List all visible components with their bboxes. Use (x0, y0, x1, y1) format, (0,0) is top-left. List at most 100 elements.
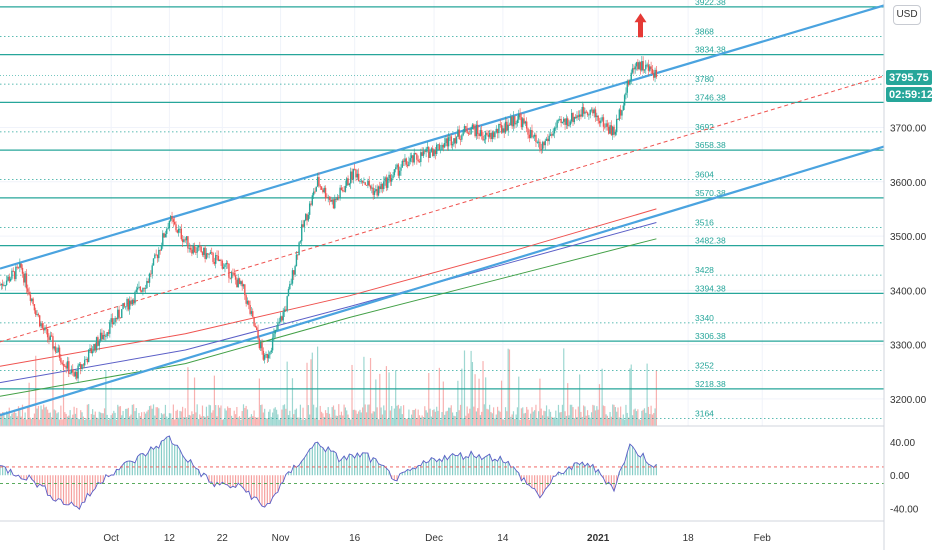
candle-body (146, 281, 148, 289)
volume-bar (86, 404, 88, 426)
volume-bar (502, 419, 504, 426)
volume-bar (428, 372, 430, 426)
volume-bar (495, 414, 497, 426)
candle-body (612, 126, 614, 136)
candle-body (335, 198, 337, 200)
price-pane[interactable]: 3922.38 3868 3834.38 3780 3746.38 3692 3658.38… (0, 0, 885, 426)
candle-body (430, 148, 433, 152)
volume-bar (314, 418, 316, 426)
volume-bar (334, 409, 336, 426)
volume-bar (473, 406, 475, 426)
candle-body (459, 139, 462, 140)
volume-bar (585, 415, 587, 426)
candle-body (549, 134, 552, 136)
volume-bar (129, 416, 131, 426)
candle-body (322, 189, 324, 193)
volume-bar (155, 407, 157, 426)
volume-bar (302, 407, 304, 426)
oscillator-pane[interactable] (0, 435, 884, 510)
candle-body (421, 152, 423, 156)
volume-bar (298, 417, 300, 426)
volume-bar (113, 410, 115, 426)
candle-body (446, 138, 448, 147)
candle-body (481, 130, 483, 136)
volume-bar (24, 412, 26, 426)
candle-body (65, 365, 67, 369)
volume-bar (438, 367, 440, 426)
trend-channel[interactable] (0, 4, 885, 417)
candle-body (479, 130, 482, 137)
candle-body (236, 279, 238, 288)
candle-body (487, 134, 490, 137)
candle-body (570, 112, 573, 122)
volume-bar (172, 404, 174, 426)
volume-bar (51, 417, 53, 426)
volume-bar (541, 415, 544, 426)
volume-bar (535, 404, 537, 426)
candle-body (82, 364, 85, 366)
volume-bar (395, 370, 397, 426)
candle-body (369, 185, 372, 189)
time-axis[interactable]: Oct 12 22 Nov 16 Dec 14 2021 18 Feb (103, 533, 771, 544)
time-tick-label: 18 (683, 533, 695, 544)
volume-bar (203, 416, 205, 426)
candle-body (185, 236, 188, 241)
candle-body (139, 286, 141, 291)
volume-bar (377, 419, 380, 426)
volume-bar (317, 346, 319, 426)
volume-bar (500, 380, 503, 426)
price-axis[interactable]: 3200.00 3300.00 3400.00 3500.00 3600.00 3700.… (890, 124, 927, 406)
channel-lower-line[interactable] (0, 145, 885, 417)
volume-bar (572, 407, 574, 426)
volume-bar (418, 415, 421, 426)
candlesticks (0, 55, 884, 384)
level-label: 3482.38 (695, 236, 726, 246)
candle-body (500, 124, 503, 133)
price-tick-label: 3200.00 (890, 395, 927, 406)
candle-body (249, 304, 251, 314)
volume-bar (437, 410, 439, 426)
volume-bar (242, 404, 245, 426)
volume-bar (258, 378, 260, 426)
volume-bar (313, 404, 315, 426)
candle-body (357, 173, 360, 182)
candle-body (246, 300, 249, 304)
candle-body (31, 298, 33, 301)
candle-body (622, 105, 624, 111)
candle-body (167, 228, 169, 230)
volume-bar (328, 413, 331, 426)
arrow-shaft[interactable] (638, 21, 644, 38)
volume-bar (274, 407, 276, 426)
volume-bar (482, 361, 484, 426)
channel-upper-line[interactable] (0, 4, 885, 270)
volume-bar (481, 411, 483, 426)
candle-body (260, 343, 262, 349)
volume-bar (287, 415, 290, 426)
candle-body (44, 327, 46, 331)
volume-bar (433, 409, 435, 426)
candle-body (639, 62, 642, 71)
volume-bar (645, 412, 647, 426)
candle-body (348, 183, 351, 186)
candle-body (69, 372, 71, 374)
candle-body (273, 333, 275, 338)
candle-body (89, 348, 91, 350)
currency-button[interactable]: USD (893, 5, 921, 25)
volume-bar (84, 419, 86, 426)
candle-body (173, 221, 176, 225)
candle-body (553, 127, 556, 134)
volume-bar (594, 410, 597, 426)
candle-body (557, 119, 560, 121)
volume-bar (260, 405, 262, 426)
candle-body (429, 151, 431, 158)
volume-bar (571, 404, 573, 426)
volume-bar (3, 412, 5, 426)
arrow-head[interactable] (634, 13, 647, 23)
time-tick-label: 22 (217, 533, 229, 544)
oscillator-axis[interactable]: 40.00 0.00 -40.00 (890, 438, 919, 516)
up-arrow-annotation[interactable] (634, 13, 647, 38)
volume-bar (200, 416, 202, 426)
candle-body (326, 197, 328, 199)
price-tick-label: 3700.00 (890, 124, 927, 135)
